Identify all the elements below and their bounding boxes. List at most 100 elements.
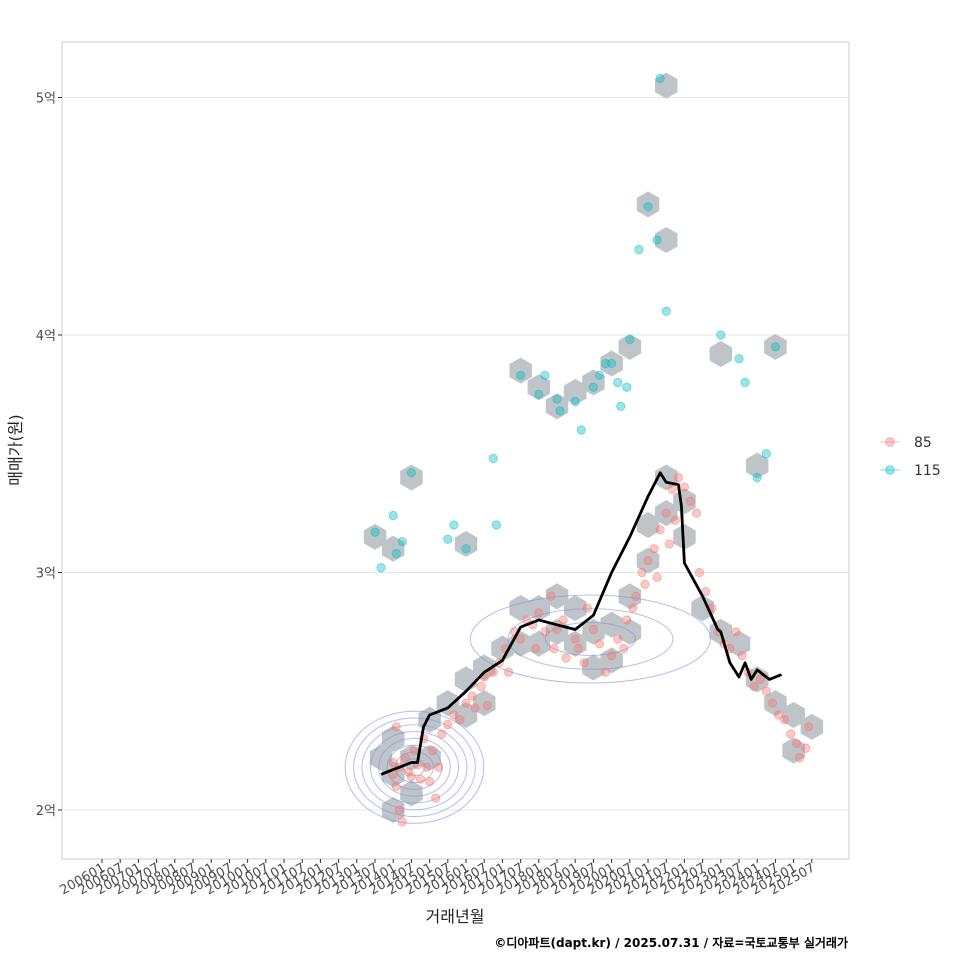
density-contours <box>344 594 711 824</box>
point-85-71 <box>691 508 702 518</box>
density-contour-b-2 <box>469 594 711 684</box>
point-85-47 <box>579 658 589 668</box>
point-115-23 <box>616 401 626 411</box>
point-85-29 <box>488 667 498 677</box>
point-85-70 <box>685 496 696 506</box>
point-115-5 <box>406 468 417 478</box>
hexbin-50 <box>582 369 605 396</box>
point-85-23 <box>461 698 471 708</box>
y-axis-title: 매매가(원) <box>6 414 25 485</box>
density-contour-a-5 <box>361 724 468 811</box>
hexbin-52 <box>618 333 642 360</box>
point-85-81 <box>749 681 759 692</box>
point-85-21 <box>449 710 459 720</box>
hexbin-45 <box>454 531 478 557</box>
hexbin-47 <box>527 374 551 401</box>
point-115-33 <box>740 377 750 388</box>
point-85-64 <box>661 508 671 518</box>
point-115-28 <box>652 235 662 245</box>
point-85-17 <box>431 793 441 803</box>
hexbin-5 <box>400 780 423 807</box>
point-85-24 <box>467 691 477 701</box>
hexbin-53 <box>636 191 660 218</box>
point-115-24 <box>622 382 632 392</box>
point-85-40 <box>546 591 556 601</box>
point-85-85 <box>773 710 784 720</box>
point-115-2 <box>388 510 398 521</box>
point-115-13 <box>540 370 550 380</box>
point-115-18 <box>588 382 599 392</box>
point-115-35 <box>761 449 771 459</box>
density-contour-a-2 <box>386 744 443 790</box>
hexbin-21 <box>564 630 587 657</box>
hexbin-25 <box>600 647 623 674</box>
point-85-65 <box>664 539 674 549</box>
hexbin-28 <box>636 547 660 574</box>
point-115-7 <box>449 520 459 530</box>
hexbin-1 <box>382 725 405 752</box>
y-tick-label-0: 2억 <box>36 804 56 819</box>
point-85-26 <box>476 681 486 692</box>
point-85-8 <box>403 767 413 777</box>
point-115-21 <box>607 358 617 369</box>
point-85-86 <box>779 715 790 725</box>
point-85-45 <box>570 634 580 644</box>
scatter-points <box>370 73 814 827</box>
point-85-67 <box>670 515 680 525</box>
caption: ©디아파트(dapt.kr) / 2025.07.31 / 자료=국토교통부 실… <box>494 935 848 950</box>
point-85-69 <box>679 482 690 492</box>
point-85-68 <box>673 472 683 483</box>
point-115-32 <box>734 354 744 364</box>
point-115-30 <box>661 306 671 316</box>
density-contour-a-0 <box>403 758 426 777</box>
point-85-78 <box>731 627 741 637</box>
hexbin-22 <box>582 618 605 645</box>
grid-lines <box>62 97 849 811</box>
point-115-22 <box>613 377 623 388</box>
point-115-11 <box>516 370 526 380</box>
point-85-10 <box>409 746 420 756</box>
density-contour-b-1 <box>507 608 674 670</box>
hexbin-12 <box>473 690 496 717</box>
point-85-62 <box>652 572 662 582</box>
point-115-36 <box>770 342 781 352</box>
point-85-89 <box>795 753 805 763</box>
point-85-44 <box>561 653 571 663</box>
point-85-41 <box>549 643 559 654</box>
point-85-59 <box>640 579 650 589</box>
point-85-12 <box>415 774 426 784</box>
panel-background <box>61 41 850 860</box>
hexbin-46 <box>509 357 532 384</box>
point-85-0 <box>388 757 398 768</box>
point-115-17 <box>576 425 586 435</box>
hexbin-36 <box>727 630 751 657</box>
point-115-6 <box>443 534 453 544</box>
hexbin-30 <box>655 500 678 527</box>
hexbin-56 <box>709 341 733 367</box>
point-85-54 <box>619 643 629 654</box>
hexbin-11 <box>473 654 496 681</box>
point-115-27 <box>643 202 653 212</box>
point-85-32 <box>503 667 514 677</box>
legend-label-85: 85 <box>914 435 932 451</box>
point-85-3 <box>391 781 401 791</box>
point-115-29 <box>655 73 665 84</box>
hexbin-41 <box>800 713 824 740</box>
point-85-38 <box>534 608 544 618</box>
point-115-10 <box>491 520 501 530</box>
point-85-49 <box>588 624 599 635</box>
y-tick-label-1: 3억 <box>36 567 56 582</box>
point-85-19 <box>437 729 447 739</box>
point-85-6 <box>397 817 407 827</box>
hexbin-49 <box>564 379 587 405</box>
point-115-15 <box>555 406 565 416</box>
point-115-16 <box>570 396 580 407</box>
hexbin-23 <box>582 654 605 681</box>
point-85-22 <box>455 715 465 725</box>
x-axis-title: 거래년월 <box>426 907 485 926</box>
hexbin-34 <box>691 595 714 622</box>
x-axis: 2006012006072007012007072008012008072009… <box>58 859 818 898</box>
point-85-7 <box>400 753 410 763</box>
hexbin-10 <box>454 702 478 728</box>
point-115-3 <box>391 548 401 559</box>
